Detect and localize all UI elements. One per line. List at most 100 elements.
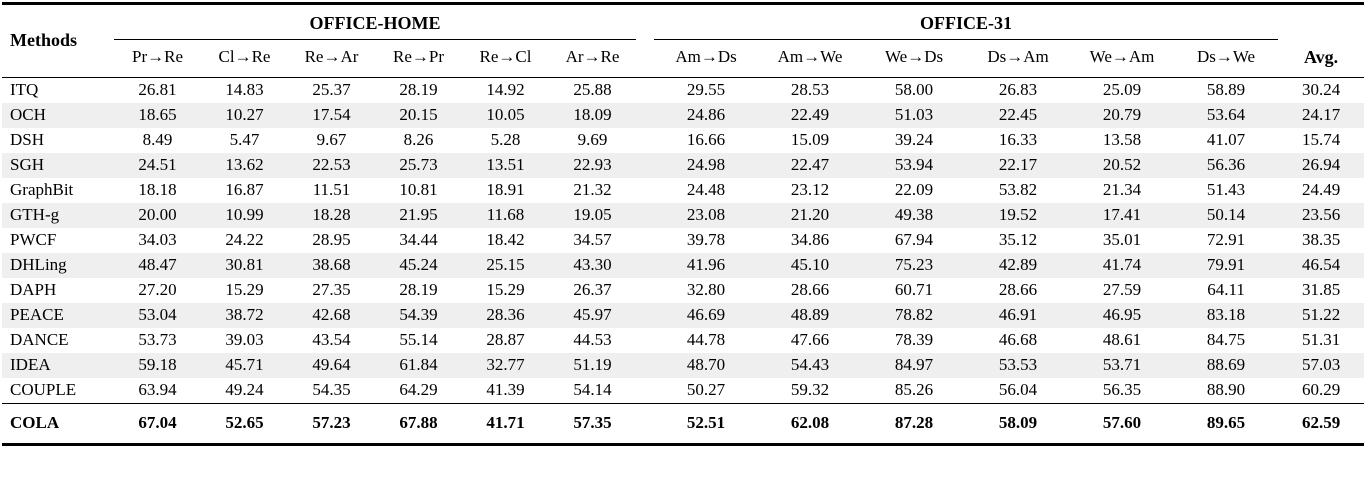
value-cell: 26.37 [573,279,612,299]
value-cell: 25.09 [1102,79,1142,99]
value-cell: 53.53 [998,354,1038,374]
value-cell: 26.81 [138,79,177,99]
col-header-pr-re: Pr→Re [114,39,201,78]
table-row: DANCE 53.73 39.03 43.54 55.14 28.87 44.53 44.78… [2,328,1364,353]
value-cell: 84.75 [1206,329,1246,349]
value-cell: 28.87 [486,329,525,349]
value-cell: 84.97 [894,354,934,374]
value-cell: 50.27 [686,379,726,399]
value-cell: 67.04 [138,412,177,432]
value-cell: 15.29 [225,279,264,299]
value-cell: 41.71 [486,412,525,432]
value-cell: 54.39 [399,304,438,324]
value-cell: 43.54 [312,329,351,349]
value-cell: 19.05 [573,204,612,224]
value-cell: 38.72 [225,304,264,324]
value-cell: 88.69 [1206,354,1246,374]
col-header-cl-re: Cl→Re [201,39,288,78]
group-gap [636,153,654,178]
value-cell: 22.09 [894,179,934,199]
value-cell: 35.12 [998,229,1038,249]
value-cell: 67.94 [894,229,934,249]
value-cell: 28.66 [998,279,1038,299]
group-gap [636,403,654,444]
value-cell: 28.19 [399,79,438,99]
table-row: PWCF 34.03 24.22 28.95 34.44 18.42 34.57 39.78 3… [2,228,1364,253]
value-cell: 78.82 [894,304,934,324]
method-cell: GraphBit [10,179,74,199]
avg-cell: 46.54 [1301,254,1341,274]
method-cell: GTH-g [10,204,60,224]
value-cell: 46.95 [1102,304,1142,324]
avg-cell: 15.74 [1301,129,1341,149]
method-cell: DAPH [10,279,57,299]
value-cell: 56.04 [998,379,1038,399]
value-cell: 16.87 [225,179,264,199]
value-cell: 16.33 [998,129,1038,149]
group-header-office-home: OFFICE-HOME [114,3,637,40]
value-cell: 48.70 [686,354,726,374]
value-cell: 25.73 [399,154,438,174]
value-cell: 59.18 [138,354,177,374]
value-cell: 24.98 [686,154,726,174]
method-cell: PWCF [10,229,57,249]
value-cell: 56.35 [1102,379,1142,399]
avg-cell: 51.22 [1301,304,1341,324]
method-cell: DHLing [10,254,67,274]
value-cell: 58.00 [894,79,934,99]
value-cell: 27.35 [312,279,351,299]
group-gap [636,203,654,228]
value-cell: 44.78 [686,329,726,349]
col-header-re-ar: Re→Ar [288,39,375,78]
value-cell: 53.73 [138,329,177,349]
col-header-am-ds: Am→Ds [654,39,759,78]
value-cell: 64.11 [1207,279,1245,299]
avg-cell: 26.94 [1301,154,1341,174]
value-cell: 42.68 [312,304,351,324]
value-cell: 13.58 [1102,129,1142,149]
table-row: GTH-g 20.00 10.99 18.28 21.95 11.68 19.05 23.08… [2,202,1365,228]
value-cell: 10.27 [225,104,264,124]
value-cell: 8.49 [142,129,173,149]
value-cell: 41.74 [1102,254,1142,274]
value-cell: 72.91 [1206,229,1246,249]
value-cell: 24.86 [686,104,726,124]
value-cell: 54.43 [790,354,830,374]
method-cell: IDEA [10,354,51,374]
value-cell: 22.47 [790,154,830,174]
group-gap [636,39,655,78]
value-cell: 47.66 [790,329,830,349]
table-row: ITQ 26.81 14.83 25.37 28.19 14.92 25.88 29.55 28… [2,77,1364,103]
results-table: Methods OFFICE-HOME OFFICE-31 Pr→Re Cl→R… [2,2,1365,446]
value-cell: 46.91 [998,304,1038,324]
value-cell: 21.34 [1102,179,1142,199]
value-cell: 10.81 [399,179,438,199]
table-row: COUPLE 63.94 49.24 54.35 64.29 41.39 54.14 50.2… [2,378,1364,404]
value-cell: 21.32 [573,179,612,199]
value-cell: 28.19 [399,279,438,299]
value-cell: 20.79 [1102,104,1142,124]
value-cell: 58.09 [998,412,1038,432]
table-row: DSH 8.49 5.47 9.67 8.26 5.28 9.69 16.66 15.09 39.… [2,128,1364,153]
sub-header-row: Pr→Re Cl→Re Re→Ar Re→Pr Re→Cl Ar→Re Am→D… [2,39,1365,78]
value-cell: 79.91 [1206,254,1246,274]
group-gap [636,4,654,40]
value-cell: 28.95 [312,229,351,249]
value-cell: 52.65 [225,412,264,432]
value-cell: 9.69 [577,129,608,149]
methods-header: Methods [2,3,114,78]
value-cell: 57.60 [1102,412,1142,432]
table-row: IDEA 59.18 45.71 49.64 61.84 32.77 51.19 48.70 5… [2,352,1365,378]
value-cell: 18.91 [486,179,525,199]
value-cell: 58.89 [1206,79,1246,99]
value-cell: 28.36 [486,304,525,324]
table-row: OCH 18.65 10.27 17.54 20.15 10.05 18.09 24.86 22… [2,102,1365,128]
table-row: DHLing 48.47 30.81 38.68 45.24 25.15 43.30 41.9… [2,252,1365,278]
value-cell: 43.30 [573,254,612,274]
value-cell: 53.71 [1102,354,1142,374]
value-cell: 18.65 [138,104,177,124]
value-cell: 27.20 [138,279,177,299]
value-cell: 13.51 [486,154,525,174]
group-gap [636,278,654,303]
value-cell: 48.89 [790,304,830,324]
